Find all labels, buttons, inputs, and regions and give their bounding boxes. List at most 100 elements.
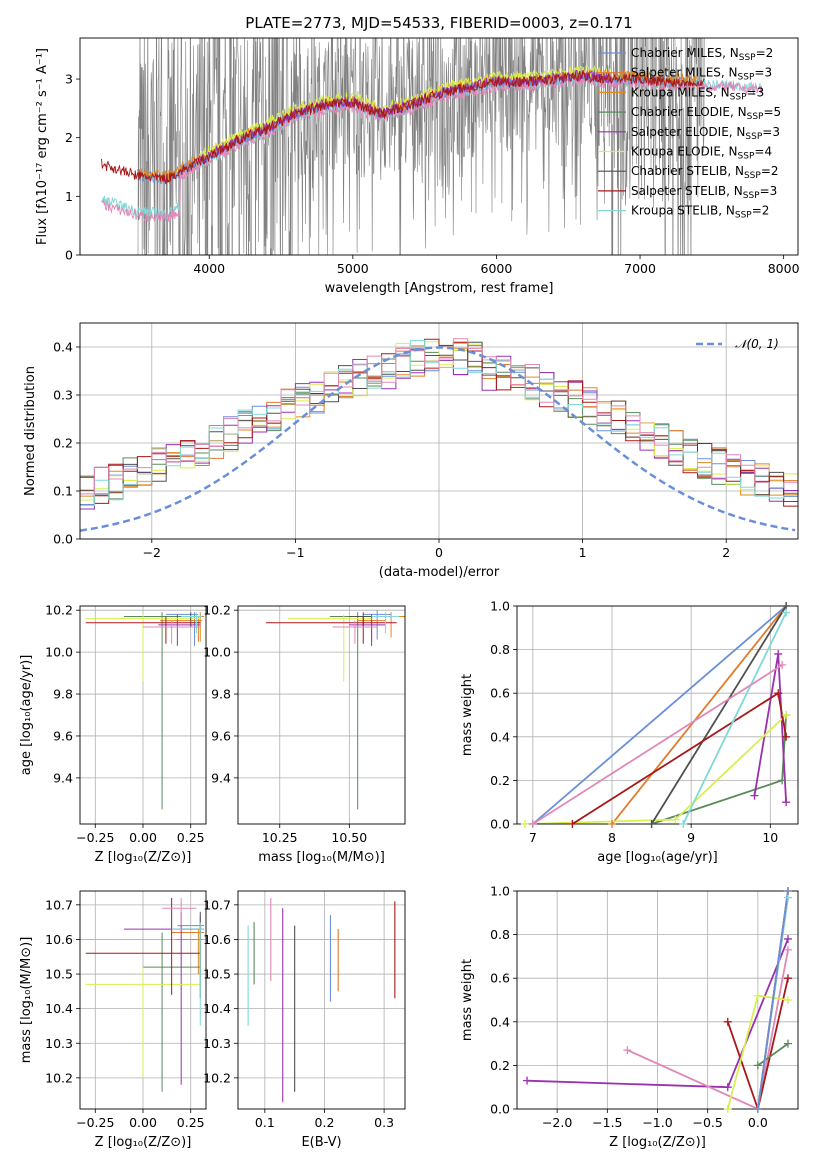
axes-frame <box>516 605 799 825</box>
weight-marker <box>783 996 792 1004</box>
y-tick-label: 10.3 <box>45 1036 73 1051</box>
y-tick-label: 0 <box>65 248 73 263</box>
weight-line <box>726 977 789 1109</box>
weight-marker <box>723 1083 732 1092</box>
weight-marker <box>782 798 791 807</box>
legend-entry: Kroupa STELIB, NSSP=2 <box>631 204 769 221</box>
y-tick-label: 10.7 <box>45 897 73 912</box>
x-axis-label: Z [log₁₀(Z/Z⊙)] <box>609 1135 706 1150</box>
weight-marker <box>647 820 656 828</box>
y-axis-label: Flux [fλ10⁻¹⁷ erg cm⁻² s⁻¹ A⁻¹] <box>35 48 50 245</box>
plot-area <box>524 606 787 824</box>
weight-marker <box>783 974 792 983</box>
y-tick-label: 2 <box>65 130 73 145</box>
weight-marker <box>679 820 688 828</box>
weight-line <box>682 612 787 824</box>
x-tick-label: 0.2 <box>315 1115 335 1130</box>
legend-entry: Chabrier STELIB, NSSP=2 <box>631 164 779 181</box>
x-tick-label: 1 <box>579 545 587 560</box>
x-tick-label: 9 <box>687 830 695 845</box>
legend-subscript: SSP <box>743 191 760 201</box>
y-tick-label: 0.4 <box>490 1014 510 1029</box>
weight-marker <box>778 660 787 669</box>
axes-frame <box>516 890 799 1110</box>
x-tick-label: 7000 <box>624 261 656 276</box>
legend-subscript: SSP <box>738 152 755 162</box>
residual-histogram <box>80 344 798 500</box>
legend-text: =5 <box>763 105 781 119</box>
x-tick-label: 8 <box>608 830 616 845</box>
x-axis-label: (data-model)/error <box>379 565 500 580</box>
x-tick-label: 0.00 <box>129 1115 157 1130</box>
y-tick-label: 10.0 <box>45 645 73 660</box>
y-tick-label: 0.4 <box>490 729 510 744</box>
x-tick-label: 7 <box>529 830 537 845</box>
weight-marker <box>774 689 783 698</box>
axes-frame <box>237 890 406 1110</box>
legend-text: =2 <box>756 46 774 60</box>
weight-line <box>650 606 787 824</box>
x-tick-label: −1 <box>286 545 304 560</box>
x-tick-label: 0.1 <box>255 1115 275 1130</box>
x-tick-label: 0 <box>435 545 443 560</box>
legend-text: =3 <box>762 125 780 139</box>
legend-text: Salpeter MILES, N <box>631 66 738 80</box>
x-tick-label: −1.0 <box>642 1115 672 1130</box>
x-tick-label: −1.5 <box>592 1115 622 1130</box>
plot-area <box>85 897 205 1092</box>
y-tick-label: 9.4 <box>53 770 73 785</box>
x-tick-label: 10.25 <box>262 830 298 845</box>
y-tick-label: 0.2 <box>53 436 73 451</box>
y-tick-label: 0.3 <box>53 388 73 403</box>
legend-text: Salpeter ELODIE, N <box>631 125 745 139</box>
x-tick-label: 6000 <box>481 261 513 276</box>
y-tick-label: 0.8 <box>490 642 510 657</box>
x-tick-label: 0.25 <box>177 830 205 845</box>
weight-marker <box>783 934 792 943</box>
x-tick-label: 2 <box>722 545 730 560</box>
legend-entry: Chabrier MILES, NSSP=2 <box>631 46 773 63</box>
y-tick-label: 0.0 <box>53 532 73 547</box>
weight-marker <box>607 820 616 828</box>
x-axis-label: Z [log₁₀(Z/Z⊙)] <box>95 1135 192 1150</box>
y-tick-label: 0.6 <box>490 686 510 701</box>
y-tick-label: 10.6 <box>203 932 231 947</box>
weight-marker <box>753 991 762 1000</box>
x-axis-label: Z [log₁₀(Z/Z⊙)] <box>95 850 192 865</box>
y-tick-label: 0.1 <box>53 484 73 499</box>
y-axis-label: mass [log₁₀(M/M⊙)] <box>19 937 34 1064</box>
legend-subscript: SSP <box>744 171 761 181</box>
y-tick-label: 10.2 <box>45 603 73 618</box>
weight-line <box>757 1042 789 1067</box>
grid <box>238 891 405 1109</box>
legend-text: Salpeter STELIB, N <box>631 184 743 198</box>
weight-marker <box>528 820 537 828</box>
weight-marker <box>753 1105 762 1113</box>
legend-text: =4 <box>754 145 772 159</box>
legend-entry: Salpeter MILES, NSSP=3 <box>631 66 772 83</box>
legend-subscript: SSP <box>738 73 755 83</box>
legend-text: =2 <box>752 204 770 218</box>
plot-area <box>80 338 798 532</box>
weight-line <box>571 691 787 824</box>
grid <box>80 606 206 824</box>
x-axis-label: mass [log₁₀(M/M⊙)] <box>258 850 385 865</box>
spectrum-model-line <box>101 75 763 223</box>
x-tick-label: −0.25 <box>76 1115 114 1130</box>
panel-weight_vs_age: 7 8 9 10 0.0 0.2 0.4 0.6 0.8 1.0 age [log₁₀(age/yr… <box>460 599 799 865</box>
axes-frame <box>79 890 207 1110</box>
spectrum-model-line <box>101 70 705 185</box>
y-tick-label: 1.0 <box>490 599 510 614</box>
legend-subscript: SSP <box>735 211 752 221</box>
legend-text: =3 <box>760 184 778 198</box>
panel-mass_vs_Z: −0.25 0.00 0.25 10.2 10.3 10.4 10.5 10.6 10.7 Z [… <box>19 890 207 1150</box>
legend-text: =2 <box>761 164 779 178</box>
plot-area <box>101 38 763 255</box>
legend-subscript: SSP <box>739 53 756 63</box>
y-tick-label: 1 <box>65 189 73 204</box>
y-tick-label: 0.4 <box>53 340 73 355</box>
panel-weight_vs_Z: −2.0 −1.5 −1.0 −0.5 0.0 0.0 0.2 0.4 0.6 0.8 1.0 Z [… <box>460 884 799 1150</box>
y-tick-label: 10.0 <box>203 645 231 660</box>
y-tick-label: 0.0 <box>490 1102 510 1117</box>
legend-entry: Salpeter STELIB, NSSP=3 <box>631 184 777 201</box>
